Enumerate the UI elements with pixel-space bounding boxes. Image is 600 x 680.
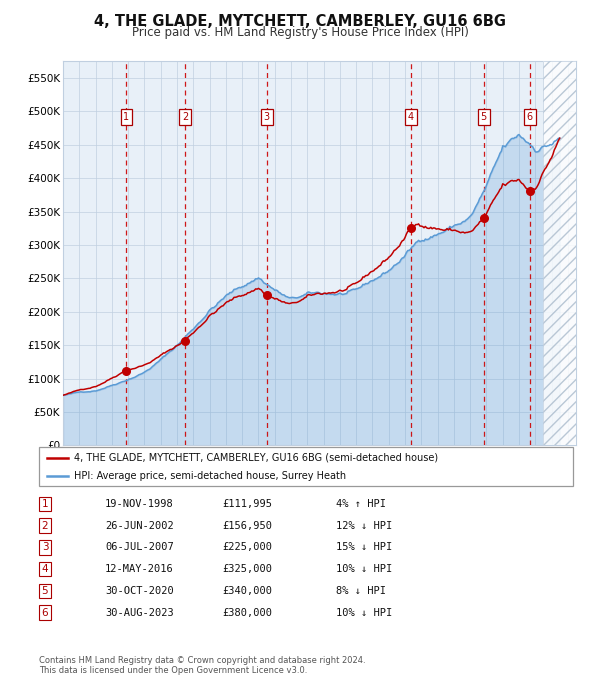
Bar (544, 61, 576, 445)
Text: 15% ↓ HPI: 15% ↓ HPI (336, 543, 392, 552)
Text: 5: 5 (41, 586, 49, 596)
Text: £111,995: £111,995 (222, 499, 272, 509)
Text: HPI: Average price, semi-detached house, Surrey Heath: HPI: Average price, semi-detached house,… (74, 471, 346, 481)
Text: 19-NOV-1998: 19-NOV-1998 (105, 499, 174, 509)
Text: 12% ↓ HPI: 12% ↓ HPI (336, 521, 392, 530)
Text: 2: 2 (182, 112, 188, 122)
Text: £225,000: £225,000 (222, 543, 272, 552)
Text: £340,000: £340,000 (222, 586, 272, 596)
Text: 4% ↑ HPI: 4% ↑ HPI (336, 499, 386, 509)
Text: 3: 3 (41, 543, 49, 552)
Text: 1: 1 (123, 112, 130, 122)
Text: 6: 6 (41, 608, 49, 617)
Text: 4, THE GLADE, MYTCHETT, CAMBERLEY, GU16 6BG (semi-detached house): 4, THE GLADE, MYTCHETT, CAMBERLEY, GU16 … (74, 453, 438, 463)
Text: 26-JUN-2002: 26-JUN-2002 (105, 521, 174, 530)
Text: 3: 3 (263, 112, 270, 122)
Text: 06-JUL-2007: 06-JUL-2007 (105, 543, 174, 552)
Text: 10% ↓ HPI: 10% ↓ HPI (336, 564, 392, 574)
Text: 30-AUG-2023: 30-AUG-2023 (105, 608, 174, 617)
Text: 4: 4 (41, 564, 49, 574)
Text: This data is licensed under the Open Government Licence v3.0.: This data is licensed under the Open Gov… (39, 666, 307, 675)
Text: £380,000: £380,000 (222, 608, 272, 617)
Text: 12-MAY-2016: 12-MAY-2016 (105, 564, 174, 574)
Bar (544, 61, 576, 445)
Text: 6: 6 (527, 112, 533, 122)
Text: 4, THE GLADE, MYTCHETT, CAMBERLEY, GU16 6BG: 4, THE GLADE, MYTCHETT, CAMBERLEY, GU16 … (94, 14, 506, 29)
Text: £156,950: £156,950 (222, 521, 272, 530)
Text: 10% ↓ HPI: 10% ↓ HPI (336, 608, 392, 617)
Text: 5: 5 (481, 112, 487, 122)
Text: 1: 1 (41, 499, 49, 509)
Text: £325,000: £325,000 (222, 564, 272, 574)
Text: 4: 4 (408, 112, 414, 122)
Text: Contains HM Land Registry data © Crown copyright and database right 2024.: Contains HM Land Registry data © Crown c… (39, 656, 365, 665)
Text: 8% ↓ HPI: 8% ↓ HPI (336, 586, 386, 596)
Text: 2: 2 (41, 521, 49, 530)
Text: 30-OCT-2020: 30-OCT-2020 (105, 586, 174, 596)
Text: Price paid vs. HM Land Registry's House Price Index (HPI): Price paid vs. HM Land Registry's House … (131, 26, 469, 39)
